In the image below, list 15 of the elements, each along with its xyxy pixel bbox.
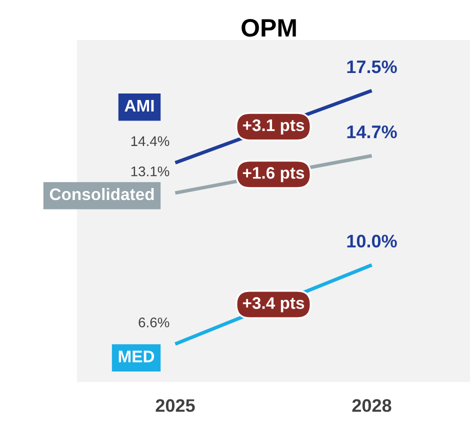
x-tick-label: 2025: [156, 399, 195, 412]
data-label: 17.5%: [347, 60, 397, 74]
annotation: +3.4 pts: [242, 297, 304, 312]
series-label: MED: [118, 350, 154, 362]
data-label: 6.6%: [138, 318, 170, 328]
data-label: 10.0%: [347, 234, 397, 248]
data-label: 14.7%: [347, 126, 397, 138]
chart-title: OPM: [242, 19, 296, 37]
annotation: +3.1 pts: [242, 119, 304, 134]
data-label: 13.1%: [131, 166, 170, 176]
text: AMI: [124, 100, 154, 112]
series-label: Consolidated: [50, 188, 154, 200]
data-label: 14.4%: [131, 136, 170, 146]
x-tick-label: 2028: [352, 399, 392, 412]
annotation: +1.6 pts: [242, 167, 304, 182]
